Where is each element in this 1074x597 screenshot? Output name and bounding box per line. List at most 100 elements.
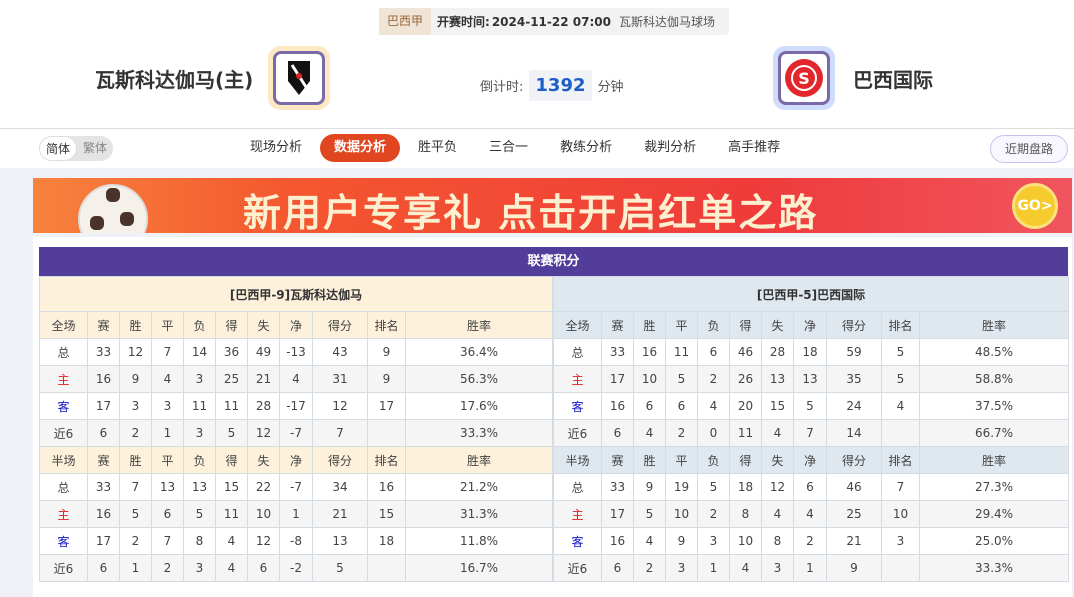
stat-cell: 14 xyxy=(826,419,882,447)
stat-cell: 10 xyxy=(247,500,280,528)
column-header: 半场 xyxy=(39,446,88,474)
stat-cell: 3 xyxy=(665,554,698,582)
stat-cell: 33 xyxy=(601,473,634,501)
table-row: 主 16 5 6 5 11 10 1 21 15 31.3% xyxy=(39,500,553,528)
stat-cell: 8 xyxy=(183,527,216,555)
simplified-button[interactable]: 简体 xyxy=(39,136,78,161)
stat-cell: 8 xyxy=(761,527,794,555)
column-header: 得分 xyxy=(312,446,368,474)
column-header: 胜率 xyxy=(405,311,553,339)
stat-cell: 13 xyxy=(183,473,216,501)
tab-coach-analysis[interactable]: 教练分析 xyxy=(560,140,613,155)
stat-cell: 5 xyxy=(119,500,152,528)
stat-cell: 17 xyxy=(601,365,634,393)
stat-cell: 9 xyxy=(119,365,152,393)
away-team-name[interactable]: 巴西国际 xyxy=(853,68,933,92)
stat-cell: 12 xyxy=(761,473,794,501)
column-header: 胜 xyxy=(119,446,152,474)
stat-cell: 6 xyxy=(601,554,634,582)
stat-cell: 36.4% xyxy=(405,338,553,366)
table-row: 客 16 6 6 4 20 15 5 24 4 37.5% xyxy=(553,392,1069,420)
go-button[interactable]: GO> xyxy=(1012,183,1058,229)
stat-cell: 58.8% xyxy=(919,365,1069,393)
tab-1x2[interactable]: 胜平负 xyxy=(418,140,458,155)
away-team-logo[interactable]: S xyxy=(773,46,835,110)
stat-cell: 25 xyxy=(826,500,882,528)
column-header: 半场 xyxy=(553,446,602,474)
stat-cell: 4 xyxy=(761,500,794,528)
stat-cell: 1 xyxy=(119,554,152,582)
stat-cell: 33 xyxy=(87,338,120,366)
stat-cell: 6 xyxy=(633,392,666,420)
stat-cell: 5 xyxy=(183,500,216,528)
stat-cell: 3 xyxy=(761,554,794,582)
column-header: 排名 xyxy=(881,446,920,474)
stat-cell: 4 xyxy=(279,365,313,393)
column-header: 全场 xyxy=(39,311,88,339)
team-header[interactable]: [巴西甲-9]瓦斯科达伽马 xyxy=(39,276,553,312)
tab-live-analysis[interactable]: 现场分析 xyxy=(250,140,303,155)
stat-cell: 24 xyxy=(826,392,882,420)
countdown-label: 倒计时: xyxy=(480,80,524,95)
stat-cell: 12 xyxy=(312,392,368,420)
stat-cell: 6 xyxy=(601,419,634,447)
stat-cell: 25 xyxy=(215,365,248,393)
stat-cell xyxy=(881,419,920,447)
stat-cell: 3 xyxy=(183,365,216,393)
football-icon xyxy=(78,184,148,233)
tab-expert-picks[interactable]: 高手推荐 xyxy=(728,140,781,155)
stat-cell xyxy=(367,419,406,447)
stat-cell: 11 xyxy=(215,392,248,420)
tab-data-analysis[interactable]: 数据分析 xyxy=(320,134,401,162)
table-row: 总 33 7 13 13 15 22 -7 34 16 21.2% xyxy=(39,473,553,501)
column-header: 得 xyxy=(215,446,248,474)
row-label: 总 xyxy=(553,473,602,501)
column-header: 全场 xyxy=(553,311,602,339)
row-label: 总 xyxy=(553,338,602,366)
stat-cell: 11 xyxy=(183,392,216,420)
table-row: 近6 6 2 3 1 4 3 1 9 33.3% xyxy=(553,554,1069,582)
traditional-button[interactable]: 繁体 xyxy=(83,141,108,155)
promo-banner[interactable]: 新用户专享礼 点击开启红单之路 GO> xyxy=(33,178,1072,233)
full-column-header-row: 全场赛胜平负得失净得分 排名 胜率 xyxy=(39,311,553,339)
league-badge[interactable]: 巴西甲 xyxy=(379,8,432,35)
stat-cell: 6 xyxy=(87,419,120,447)
match-info: 巴西甲 开赛时间: 2024-11-22 07:00 瓦斯科达伽马球场 xyxy=(379,8,729,35)
column-header: 胜率 xyxy=(919,311,1069,339)
team-header[interactable]: [巴西甲-5]巴西国际 xyxy=(553,276,1069,312)
column-header: 失 xyxy=(247,446,280,474)
stat-cell: 46 xyxy=(729,338,762,366)
column-header: 负 xyxy=(183,311,216,339)
column-header: 赛 xyxy=(87,311,120,339)
stat-cell: 5 xyxy=(697,473,730,501)
home-team-name[interactable]: 瓦斯科达伽马(主) xyxy=(95,68,254,92)
table-row: 近6 6 1 2 3 4 6 -2 5 16.7% xyxy=(39,554,553,582)
tab-referee-analysis[interactable]: 裁判分析 xyxy=(644,140,697,155)
stat-cell: 12 xyxy=(119,338,152,366)
standings-title: 联赛积分 xyxy=(39,247,1068,276)
column-header: 净 xyxy=(279,446,313,474)
stat-cell: 1 xyxy=(279,500,313,528)
stat-cell: 33 xyxy=(601,338,634,366)
row-label: 近6 xyxy=(39,554,88,582)
stat-cell: 27.3% xyxy=(919,473,1069,501)
table-row: 主 16 9 4 3 25 21 4 31 9 56.3% xyxy=(39,365,553,393)
stat-cell: 16 xyxy=(87,365,120,393)
stat-cell: 22 xyxy=(247,473,280,501)
stat-cell: 15 xyxy=(215,473,248,501)
home-team-logo[interactable] xyxy=(268,46,330,110)
stat-cell: 11.8% xyxy=(405,527,553,555)
row-label: 主 xyxy=(553,500,602,528)
stat-cell: 48.5% xyxy=(919,338,1069,366)
table-row: 总 33 9 19 5 18 12 6 46 7 27.3% xyxy=(553,473,1069,501)
stat-cell: 5 xyxy=(312,554,368,582)
stat-cell: 10 xyxy=(633,365,666,393)
recent-odds-button[interactable]: 近期盘路 xyxy=(989,135,1068,163)
table-row: 主 17 5 10 2 8 4 4 25 10 29.4% xyxy=(553,500,1069,528)
stat-cell xyxy=(367,554,406,582)
stat-cell: 17.6% xyxy=(405,392,553,420)
tab-three-in-one[interactable]: 三合一 xyxy=(489,140,529,155)
stat-cell: 4 xyxy=(215,554,248,582)
stat-cell: 35 xyxy=(826,365,882,393)
column-header: 得 xyxy=(729,311,762,339)
